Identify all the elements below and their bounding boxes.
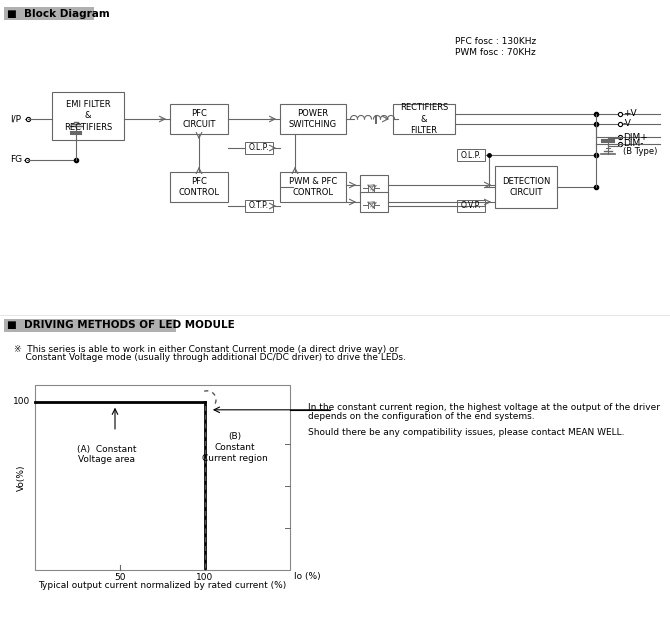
Text: (B): (B) xyxy=(228,432,242,442)
Text: I/P: I/P xyxy=(10,115,21,123)
Bar xyxy=(245,200,273,212)
Text: 100: 100 xyxy=(13,398,30,406)
Text: In the constant current region, the highest voltage at the output of the driver: In the constant current region, the high… xyxy=(308,403,660,412)
Text: O.V.P.: O.V.P. xyxy=(461,202,481,210)
Text: Should there be any compatibility issues, please contact MEAN WELL.: Should there be any compatibility issues… xyxy=(308,428,624,437)
Text: PFC
CIRCUIT: PFC CIRCUIT xyxy=(182,109,216,129)
Text: -V: -V xyxy=(623,120,632,129)
Bar xyxy=(4,319,176,332)
Text: Current region: Current region xyxy=(202,454,268,463)
Text: O.T.P.: O.T.P. xyxy=(249,202,269,210)
Text: Constant: Constant xyxy=(214,444,255,452)
Bar xyxy=(393,104,455,134)
Text: depends on the configuration of the end systems.: depends on the configuration of the end … xyxy=(308,412,535,421)
Text: 50: 50 xyxy=(115,573,126,581)
Text: POWER
SWITCHING: POWER SWITCHING xyxy=(289,109,337,129)
Text: ■  DRIVING METHODS OF LED MODULE: ■ DRIVING METHODS OF LED MODULE xyxy=(7,320,234,330)
Text: Constant Voltage mode (usually through additional DC/DC driver) to drive the LED: Constant Voltage mode (usually through a… xyxy=(14,353,406,362)
Text: Voltage area: Voltage area xyxy=(78,455,135,464)
Text: (B Type): (B Type) xyxy=(623,147,657,156)
Text: ■  Block Diagram: ■ Block Diagram xyxy=(7,9,110,19)
Bar xyxy=(457,200,485,212)
Bar xyxy=(360,175,388,195)
Text: FG: FG xyxy=(10,156,22,164)
Text: 100: 100 xyxy=(196,573,214,581)
Text: EMI FILTER
&
RECTIFIERS: EMI FILTER & RECTIFIERS xyxy=(64,100,112,132)
Text: ※  This series is able to work in either Constant Current mode (a direct drive w: ※ This series is able to work in either … xyxy=(14,345,399,355)
Text: Vo(%): Vo(%) xyxy=(17,464,25,491)
Bar xyxy=(457,149,485,161)
Bar xyxy=(495,166,557,208)
Bar xyxy=(4,7,94,20)
Bar xyxy=(52,92,124,140)
Text: O.L.P.: O.L.P. xyxy=(249,144,269,152)
Text: +V: +V xyxy=(623,110,636,118)
Bar xyxy=(280,172,346,202)
Bar xyxy=(360,192,388,212)
Bar xyxy=(280,104,346,134)
Text: PFC fosc : 130KHz
PWM fosc : 70KHz: PFC fosc : 130KHz PWM fosc : 70KHz xyxy=(455,37,536,57)
Text: DIM-: DIM- xyxy=(623,139,643,149)
Bar xyxy=(170,172,228,202)
Text: DIM+: DIM+ xyxy=(623,132,648,142)
Text: Typical output current normalized by rated current (%): Typical output current normalized by rat… xyxy=(38,580,287,590)
Text: PWM & PFC
CONTROL: PWM & PFC CONTROL xyxy=(289,177,337,197)
Bar xyxy=(245,142,273,154)
Text: DETECTION
CIRCUIT: DETECTION CIRCUIT xyxy=(502,177,550,197)
Text: Io (%): Io (%) xyxy=(294,573,321,581)
Bar xyxy=(170,104,228,134)
Text: O.L.P.: O.L.P. xyxy=(461,151,481,159)
Text: PFC
CONTROL: PFC CONTROL xyxy=(178,177,220,197)
Text: RECTIFIERS
&
FILTER: RECTIFIERS & FILTER xyxy=(400,103,448,135)
Bar xyxy=(35,385,290,570)
Text: (A)  Constant: (A) Constant xyxy=(77,445,137,454)
